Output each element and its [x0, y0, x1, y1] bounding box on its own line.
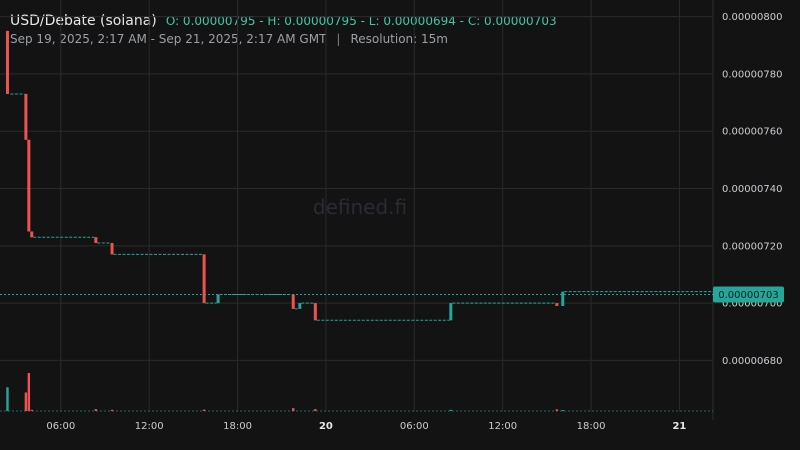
- last-price-label: 0.00000703: [718, 290, 778, 301]
- volume-bar: [449, 409, 453, 411]
- resolution-label: Resolution: 15m: [350, 32, 448, 46]
- candle: [24, 93, 28, 140]
- price-axis[interactable]: 0.00000800 0.00000780 0.00000760 0.00000740…: [722, 12, 782, 367]
- separator: |: [336, 32, 341, 46]
- time-tick-label: 06:00: [46, 421, 75, 432]
- candle: [202, 254, 206, 304]
- candle: [449, 303, 453, 321]
- candle: [313, 303, 317, 321]
- price-tick-label: 0.00000760: [722, 127, 782, 138]
- grid: [0, 0, 714, 420]
- time-tick-label: 06:00: [400, 421, 429, 432]
- volume-bar: [561, 410, 564, 411]
- time-tick-label: 21: [672, 421, 686, 432]
- time-tick-label: 12:00: [135, 421, 164, 432]
- volume-bar: [6, 387, 9, 411]
- price-tick-label: 0.00000740: [722, 184, 782, 195]
- volume-bars: [0, 373, 713, 412]
- candle: [291, 294, 295, 309]
- volume-bar: [202, 409, 206, 411]
- candle: [30, 231, 34, 238]
- candle: [110, 242, 114, 255]
- candle: [555, 303, 559, 306]
- volume-bar: [555, 409, 559, 411]
- volume-bar: [27, 373, 31, 411]
- watermark: defined.fi: [313, 195, 407, 219]
- time-tick-label: 20: [319, 421, 333, 432]
- candle: [5, 30, 9, 94]
- chart-subheader: Sep 19, 2025, 2:17 AM - Sep 21, 2025, 2:…: [10, 32, 448, 46]
- volume-bar: [30, 409, 33, 411]
- volume-bar: [292, 408, 295, 411]
- time-axis[interactable]: 06:00 12:00 18:00 20 06:00 12:00 18:00 21: [46, 421, 686, 432]
- price-tick-label: 0.00000720: [722, 241, 782, 252]
- volume-bar: [110, 409, 114, 411]
- price-tick-label: 0.00000800: [722, 12, 782, 23]
- volume-bar: [24, 392, 28, 411]
- price-tick-label: 0.00000780: [722, 69, 782, 80]
- price-tick-label: 0.00000680: [722, 356, 782, 367]
- time-tick-label: 12:00: [488, 421, 517, 432]
- candle: [94, 237, 98, 243]
- candles: [5, 30, 713, 321]
- date-range: Sep 19, 2025, 2:17 AM - Sep 21, 2025, 2:…: [10, 32, 327, 46]
- volume-bar: [314, 409, 317, 411]
- time-tick-label: 18:00: [577, 421, 606, 432]
- last-price-marker: 0.00000703: [0, 286, 784, 303]
- candle: [298, 303, 302, 309]
- candle: [27, 139, 31, 232]
- last-price-tag: [713, 286, 784, 303]
- candle: [561, 291, 565, 306]
- volume-bar: [94, 409, 98, 411]
- time-tick-label: 18:00: [223, 421, 252, 432]
- ohlc-readout: O: 0.00000795 - H: 0.00000795 - L: 0.000…: [165, 14, 557, 28]
- candle: [216, 294, 220, 304]
- price-tick-label: 0.00000700: [722, 299, 782, 310]
